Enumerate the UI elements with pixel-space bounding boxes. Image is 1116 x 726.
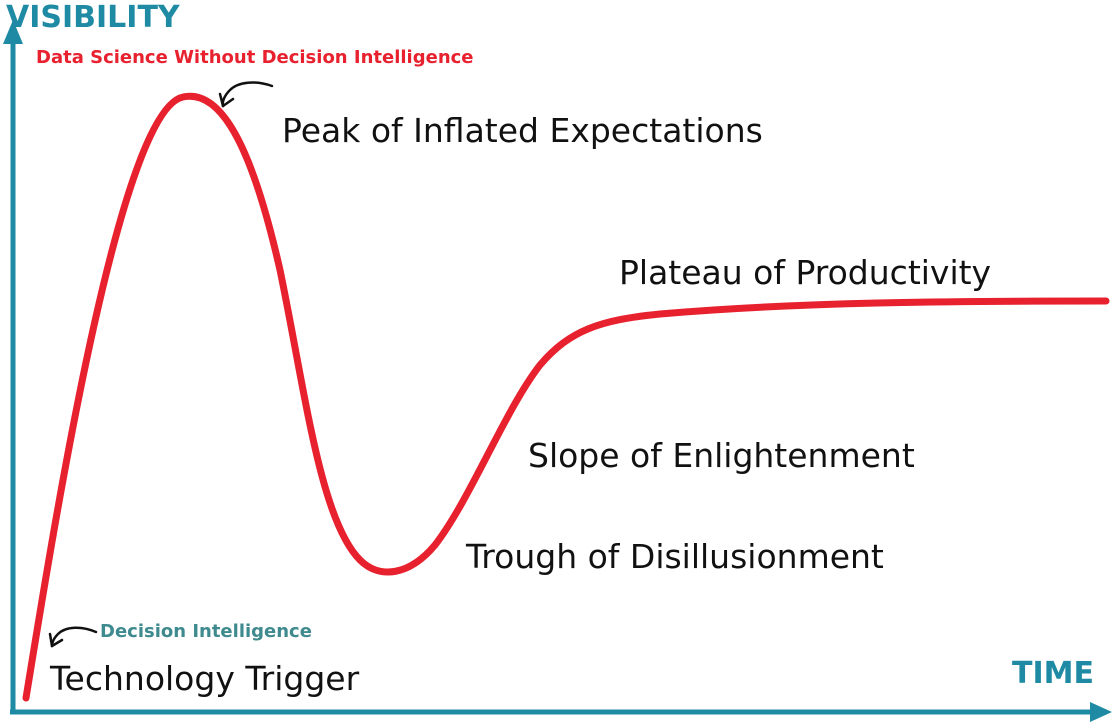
- annotation-trigger-note: Decision Intelligence: [100, 621, 312, 642]
- label-technology-trigger: Technology Trigger: [49, 659, 360, 698]
- x-axis-arrow-icon: [1090, 702, 1112, 722]
- trigger-pointer-arrow-icon: [48, 626, 98, 648]
- label-plateau-of-productivity: Plateau of Productivity: [619, 253, 991, 292]
- label-peak-of-inflated-expectations: Peak of Inflated Expectations: [282, 111, 763, 150]
- label-trough-of-disillusionment: Trough of Disillusionment: [465, 537, 884, 576]
- annotation-peak-note: Data Science Without Decision Intelligen…: [36, 47, 474, 68]
- y-axis-title: VISIBILITY: [6, 0, 181, 35]
- peak-pointer-arrow-icon: [218, 81, 274, 108]
- label-slope-of-enlightenment: Slope of Enlightenment: [528, 436, 915, 475]
- y-axis-arrow-icon: [3, 20, 23, 44]
- x-axis-title: TIME: [1012, 656, 1094, 691]
- hype-curve: [22, 92, 1110, 702]
